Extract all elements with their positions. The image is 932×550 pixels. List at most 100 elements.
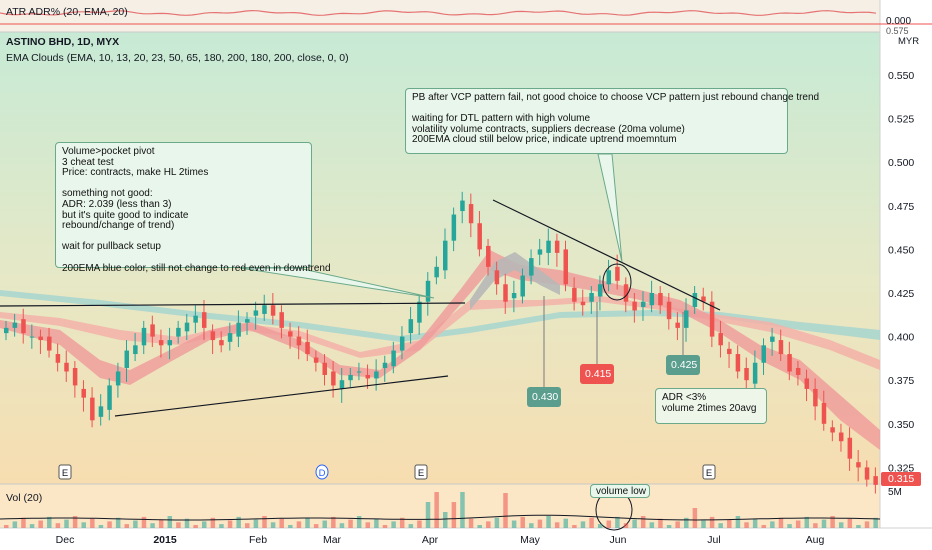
volume-bar [572, 525, 577, 528]
volume-bar [503, 493, 508, 528]
volume-bar [47, 516, 52, 528]
price-axis-top-tick: 0.575 [886, 26, 909, 36]
candle-body [718, 333, 723, 346]
candle-body [529, 258, 534, 276]
volume-bar [684, 517, 689, 528]
volume-bar [201, 521, 207, 528]
candle-body [640, 301, 646, 307]
descending-trendline [492, 199, 721, 311]
candle-body [425, 280, 431, 302]
price-callout-text: 0.430 [532, 391, 559, 403]
candle-body [64, 362, 69, 372]
candle-body [115, 371, 121, 386]
annotation-top-note[interactable]: PB after VCP pattern fail, not good choi… [405, 88, 819, 154]
volume-bar [692, 508, 698, 528]
left-note-pointer [239, 267, 435, 299]
trendlines [0, 153, 721, 531]
volume-bar [494, 517, 500, 528]
candle-body [81, 388, 86, 398]
top-note-pointer [597, 153, 623, 263]
candle-body [666, 301, 672, 320]
candle-body [580, 301, 586, 306]
candle-body [124, 350, 130, 368]
time-tick-label: 2015 [153, 534, 177, 546]
volume-bar [236, 516, 241, 528]
candle-body [253, 310, 259, 316]
ema-50-65-cloud [0, 296, 880, 370]
ema-clouds-label[interactable]: EMA Clouds (EMA, 10, 13, 20, 23, 50, 65,… [6, 52, 349, 64]
volume-bar [658, 518, 663, 528]
volume-bar [227, 520, 233, 528]
price-tick-label: 0.525 [888, 114, 914, 126]
volume-bar [331, 516, 336, 528]
event-marker-letter: E [62, 468, 68, 479]
volume-bar [752, 518, 758, 528]
time-axis[interactable] [0, 528, 932, 550]
annotation-left-note[interactable]: Volume>pocket pivot 3 cheat test Price: … [55, 142, 331, 273]
candle-body [356, 371, 362, 373]
price-tick-label: 0.400 [888, 332, 914, 344]
volume-bar [847, 518, 853, 528]
candle-body [804, 378, 810, 389]
annotation-volume-low[interactable]: volume low [590, 484, 650, 498]
volume-bar [115, 517, 121, 528]
candle-body [434, 266, 439, 278]
candle-body [511, 293, 517, 299]
volume-bar [279, 518, 284, 528]
volume-bar [813, 523, 818, 528]
symbol-title[interactable]: ASTINO BHD, 1D, MYX [6, 36, 120, 48]
candle-body [29, 336, 35, 338]
volume-bar [795, 520, 801, 528]
time-tick-label: Dec [56, 534, 75, 546]
volume-bar [305, 517, 310, 528]
candle-body [830, 427, 835, 433]
ema-gray-cloud [470, 252, 560, 310]
vcp-circle [602, 263, 632, 301]
candle-body [107, 385, 112, 410]
candle-body [649, 293, 655, 306]
candle-body [201, 312, 207, 328]
candle-body [72, 367, 78, 386]
price-tick-label: 0.475 [888, 201, 914, 213]
candle-body [417, 301, 422, 323]
candle-body [701, 296, 706, 302]
time-tick-label: Feb [249, 534, 267, 546]
volume-bars [0, 492, 881, 528]
atr-indicator-label[interactable]: ATR ADR% (20, EMA, 20) [6, 6, 128, 18]
candle-body [322, 362, 327, 375]
volume-bar [193, 525, 198, 528]
volume-bar [606, 520, 612, 528]
candle-body [546, 240, 551, 253]
candle-body [813, 388, 818, 407]
volume-bar [443, 512, 448, 528]
volume-bar [150, 523, 155, 528]
volume-bar [554, 522, 560, 528]
annotation-adr-note[interactable]: ADR <3% volume 2times 20avg [655, 388, 767, 424]
time-tick-label: Aug [806, 534, 825, 546]
price-axis[interactable] [880, 0, 932, 528]
volume-indicator-label[interactable]: Vol (20) [6, 492, 43, 504]
event-marker-letter: E [706, 468, 712, 479]
volume-bar [770, 521, 775, 528]
candle-body [770, 336, 775, 342]
time-tick-label: May [520, 534, 541, 546]
last-price-text: 0.315 [888, 473, 915, 485]
volume-bar [270, 522, 276, 528]
volume-bar [253, 519, 259, 528]
event-marker-letter: E [418, 468, 424, 479]
candle-body [262, 305, 267, 314]
candle-body [838, 432, 844, 442]
candle-body [503, 284, 508, 302]
candle-body [744, 367, 749, 381]
volume-bar [55, 523, 61, 528]
candle-body [451, 214, 457, 241]
candle-body [589, 293, 594, 302]
price-tick-label: 0.375 [888, 375, 914, 387]
volume-bar [158, 519, 164, 528]
volume-bar [787, 524, 792, 528]
volume-bar [399, 517, 405, 528]
volume-bar [529, 523, 534, 528]
price-callout-text: 0.425 [671, 359, 698, 371]
